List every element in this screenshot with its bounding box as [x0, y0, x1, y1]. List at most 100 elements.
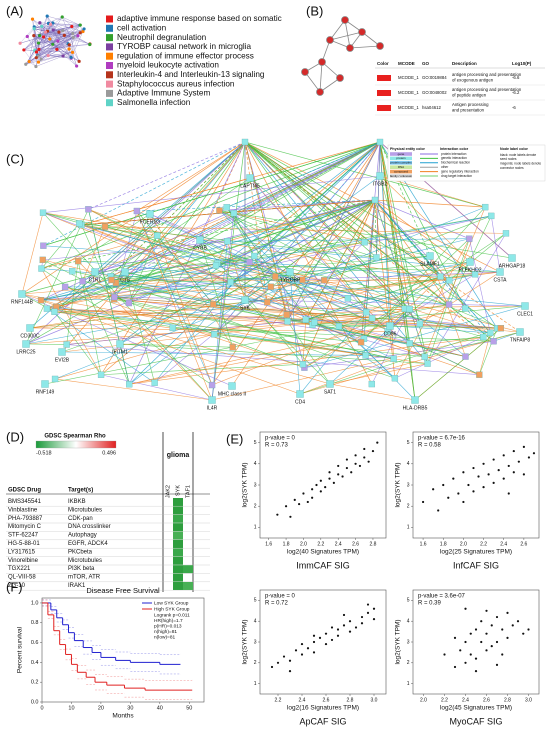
x-tick-label: 10 — [68, 705, 74, 711]
node — [34, 56, 38, 60]
edge — [110, 141, 246, 277]
stat-text: p-value = 3.6e-07 — [418, 594, 466, 600]
edge — [211, 336, 484, 401]
node — [79, 278, 86, 285]
legend-label: TYROBP causal network in microglia — [117, 42, 252, 51]
edge — [35, 26, 42, 67]
node — [76, 34, 80, 38]
node — [40, 242, 47, 249]
gene-label: JAK2 — [165, 485, 171, 498]
edge — [46, 141, 381, 309]
legend-label: regulation of immune effector process — [117, 51, 254, 60]
edge — [374, 199, 428, 364]
stat-text: R = 0.58 — [418, 443, 442, 449]
node — [60, 15, 64, 19]
point — [507, 492, 510, 495]
edge — [427, 233, 507, 364]
drug-target: CDK-pan — [68, 516, 93, 522]
node-label: C1S — [120, 277, 130, 283]
edge — [38, 33, 73, 63]
point — [432, 488, 435, 491]
drug-name: Vinorelbine — [8, 558, 39, 564]
point — [485, 609, 488, 612]
heat-cell — [173, 582, 183, 590]
stat-text: HR(high)=1.7 — [154, 618, 183, 624]
edge — [78, 260, 526, 307]
edge — [41, 199, 376, 269]
edge — [46, 308, 420, 325]
node — [121, 268, 129, 276]
legend-label: High SYK Group — [154, 606, 190, 612]
edge — [41, 268, 213, 386]
edge — [199, 141, 381, 241]
node — [224, 238, 231, 245]
point — [336, 634, 340, 637]
heat-cell — [173, 514, 183, 523]
edge — [40, 25, 80, 60]
edge — [136, 210, 214, 305]
edge — [21, 293, 331, 385]
point — [490, 645, 493, 648]
drug-name: HG-5-88-01 — [8, 541, 40, 547]
legend-swatch — [390, 161, 412, 165]
point — [363, 456, 366, 459]
y-tick-label: 0.2 — [31, 680, 39, 686]
edge — [172, 327, 494, 342]
node — [251, 252, 258, 260]
edge — [376, 141, 381, 258]
edge — [219, 210, 410, 310]
node — [264, 299, 271, 306]
point — [472, 466, 475, 470]
node — [246, 174, 254, 182]
edge — [289, 271, 521, 333]
point — [443, 653, 446, 656]
x-tick-label: 1.8 — [283, 541, 290, 547]
point — [342, 613, 346, 617]
node — [487, 329, 494, 337]
edge — [50, 24, 59, 42]
point — [366, 603, 370, 606]
point — [447, 496, 450, 499]
y-tick-label: 3 — [407, 482, 410, 488]
edge — [42, 175, 381, 213]
edge — [289, 271, 315, 323]
edge — [37, 37, 74, 56]
edge — [43, 245, 441, 277]
x-tick-label: 2.2 — [480, 541, 487, 547]
edge — [275, 276, 288, 315]
node-label: MHC class II — [218, 391, 246, 397]
edge — [363, 238, 470, 339]
edge — [21, 271, 291, 295]
edge — [304, 340, 494, 368]
node-label: CD86 — [384, 331, 397, 337]
heat-cell — [183, 582, 193, 590]
point — [495, 615, 499, 619]
node-label: SAT1 — [324, 389, 336, 395]
heat-cell — [173, 556, 183, 565]
legend-label: compound — [394, 169, 408, 173]
edge — [374, 199, 494, 342]
edge — [54, 141, 381, 313]
node — [22, 48, 26, 52]
node — [386, 322, 394, 330]
point — [464, 661, 467, 664]
node — [51, 42, 55, 46]
edge — [62, 16, 80, 26]
panel-label: (F) — [6, 579, 23, 594]
node — [85, 206, 92, 213]
x-tick-label: 2.6 — [323, 697, 330, 703]
edge — [40, 263, 218, 301]
node — [61, 283, 69, 291]
point — [464, 607, 467, 610]
node — [111, 293, 118, 301]
edge — [47, 30, 59, 33]
edge — [424, 206, 486, 357]
y-tick-label: 4 — [254, 461, 257, 467]
x-tick-label: 2.4 — [299, 697, 306, 703]
point — [527, 628, 530, 631]
node-label: TNFAIP8 — [510, 337, 531, 343]
edge — [104, 226, 410, 310]
edge — [226, 207, 272, 287]
table-cell: MCODE_1 — [398, 75, 419, 80]
point — [350, 471, 353, 474]
